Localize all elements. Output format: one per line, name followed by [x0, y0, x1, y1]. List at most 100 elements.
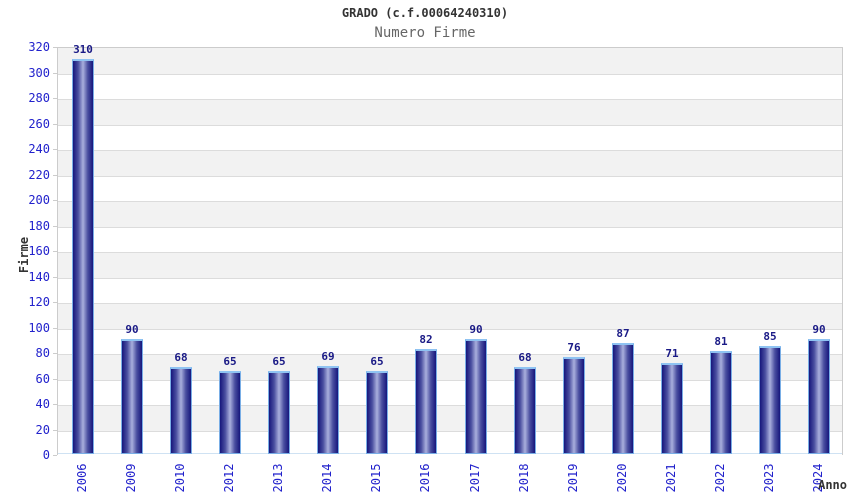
- bar-value-label: 69: [321, 350, 335, 363]
- y-tick-mark: [53, 226, 57, 227]
- gridline: [58, 176, 842, 177]
- bar-2006: [72, 59, 94, 454]
- x-tick-label: 2017: [468, 463, 482, 493]
- bar-2009: [121, 339, 143, 454]
- x-tick-label: 2023: [762, 463, 776, 493]
- y-tick-mark: [53, 47, 57, 48]
- bar-2012: [219, 371, 241, 454]
- y-tick-label: 200: [28, 193, 50, 207]
- gridline: [58, 74, 842, 75]
- x-tick-label: 2020: [615, 463, 629, 493]
- gridline: [58, 150, 842, 151]
- y-tick-label: 0: [42, 448, 50, 462]
- x-tick-label: 2014: [320, 463, 334, 493]
- y-tick-mark: [53, 73, 57, 74]
- plot-band: [58, 124, 842, 150]
- bar-value-label: 65: [370, 355, 384, 368]
- y-tick-label: 180: [28, 218, 50, 233]
- bar-value-label: 81: [714, 335, 728, 348]
- bar-value-label: 87: [616, 327, 630, 340]
- y-tick-mark: [53, 277, 57, 278]
- gridline: [58, 431, 842, 432]
- y-tick-mark: [53, 251, 57, 252]
- baseline: [58, 453, 842, 454]
- gridline: [58, 354, 842, 355]
- gridline: [58, 201, 842, 202]
- y-tick-mark: [53, 353, 57, 354]
- bar-2019: [563, 357, 585, 454]
- y-tick-label: 120: [28, 295, 50, 309]
- bar-value-label: 82: [419, 333, 433, 346]
- x-axis-title: Anno: [818, 478, 847, 492]
- plot-area: 310 90 68 65 65 69 65 82 90 68 76 87 71 81 85 90: [57, 43, 843, 456]
- x-tick-label: 2021: [664, 463, 678, 493]
- gridline: [58, 99, 842, 100]
- x-tick-label: 2006: [75, 463, 89, 493]
- y-tick-label: 280: [28, 91, 50, 105]
- y-tick-mark: [53, 404, 57, 405]
- bar-value-label: 85: [763, 330, 777, 343]
- x-tick-label: 2022: [713, 463, 727, 493]
- bar-2021: [661, 363, 683, 454]
- bar-2023: [759, 346, 781, 454]
- x-tick-label: 2015: [369, 463, 383, 493]
- bar-2015: [366, 371, 388, 454]
- y-tick-mark: [53, 302, 57, 303]
- y-tick-label: 300: [28, 65, 50, 80]
- y-tick-label: 40: [35, 397, 50, 411]
- y-tick-label: 240: [28, 142, 50, 156]
- x-tick-label: 2010: [173, 463, 187, 493]
- bar-2018: [514, 367, 536, 454]
- y-tick-label: 100: [28, 320, 50, 335]
- bar-value-label: 76: [567, 341, 581, 354]
- y-tick-mark: [53, 430, 57, 431]
- x-tick-label: 2013: [271, 463, 285, 493]
- x-tick-label: 2019: [566, 463, 580, 493]
- plot-band: [58, 328, 842, 354]
- x-tick-label: 2018: [517, 463, 531, 493]
- y-tick-mark: [53, 200, 57, 201]
- y-tick-label: 80: [35, 346, 50, 360]
- plot-band: [58, 99, 842, 125]
- plot-band: [58, 303, 842, 329]
- plot-band: [58, 73, 842, 99]
- plot-band: [58, 277, 842, 303]
- y-tick-mark: [53, 175, 57, 176]
- x-tick-label: 2016: [418, 463, 432, 493]
- y-tick-mark: [53, 149, 57, 150]
- gridline: [58, 125, 842, 126]
- plot-band: [58, 201, 842, 227]
- bar-2020: [612, 343, 634, 454]
- plot-band: [58, 150, 842, 176]
- bar-2014: [317, 366, 339, 454]
- gridline: [58, 380, 842, 381]
- y-tick-label: 260: [28, 116, 50, 131]
- chart-title: GRADO (c.f.00064240310): [341, 6, 509, 20]
- gridline: [58, 227, 842, 228]
- plot-band: [58, 252, 842, 278]
- y-tick-mark: [53, 124, 57, 125]
- bar-value-label: 65: [223, 355, 237, 368]
- y-tick-mark: [53, 455, 57, 456]
- y-tick-label: 20: [35, 422, 50, 437]
- y-tick-label: 320: [28, 40, 50, 54]
- gridline: [58, 278, 842, 279]
- y-tick-label: 220: [28, 167, 50, 182]
- bar-value-label: 65: [272, 355, 286, 368]
- bar-value-label: 90: [812, 323, 826, 336]
- gridline: [58, 329, 842, 330]
- x-tick-label: 2012: [222, 463, 236, 493]
- bar-value-label: 310: [73, 43, 93, 56]
- y-tick-mark: [53, 98, 57, 99]
- gridline: [58, 252, 842, 253]
- chart-subtitle: Numero Firme: [374, 25, 476, 41]
- bar-value-label: 68: [518, 351, 532, 364]
- y-tick-label: 140: [28, 269, 50, 284]
- bar-value-label: 71: [665, 347, 679, 360]
- bar-2013: [268, 371, 290, 454]
- bar-2010: [170, 367, 192, 454]
- bar-2022: [710, 351, 732, 454]
- bar-value-label: 68: [174, 351, 188, 364]
- gridline: [58, 405, 842, 406]
